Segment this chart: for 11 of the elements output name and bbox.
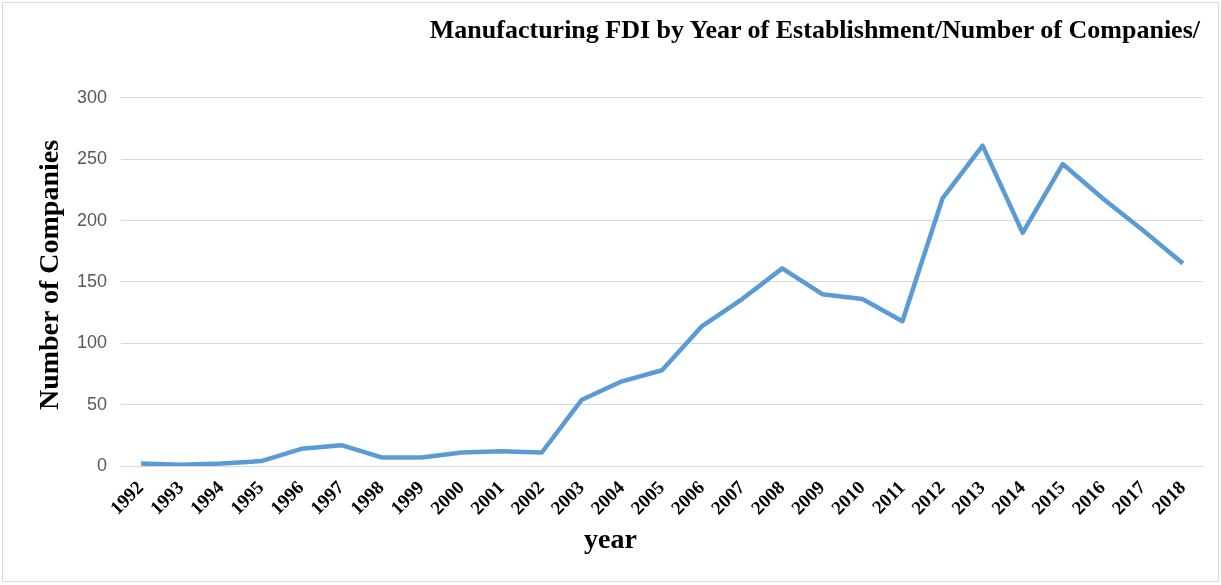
y-tick-label: 50 [87, 393, 108, 414]
y-tick-label: 100 [76, 332, 108, 353]
y-tick-label: 250 [76, 148, 108, 169]
y-axis-title: Number of Companies [33, 139, 65, 411]
y-tick-label: 0 [97, 454, 108, 475]
chart-title: Manufacturing FDI by Year of Establishment/Number of Companies/ [429, 15, 1200, 45]
y-tick-label: 150 [76, 270, 108, 291]
y-tick-label: 300 [76, 86, 108, 107]
x-axis-title: year [583, 523, 638, 555]
x-tick-label: 2011 [867, 476, 909, 518]
y-tick-label: 200 [76, 209, 108, 230]
